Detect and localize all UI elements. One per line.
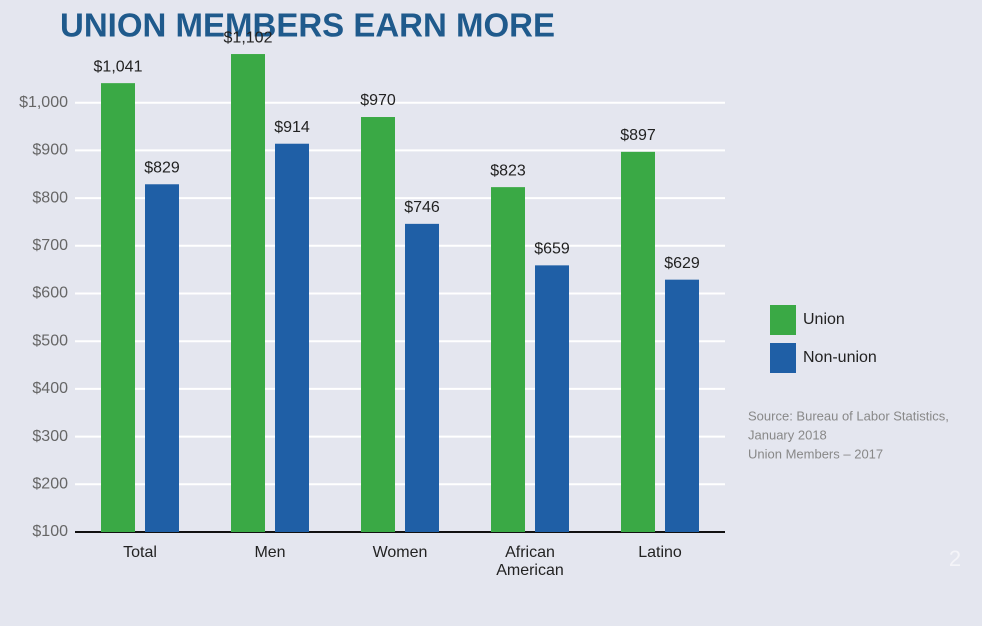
y-tick-label: $400 [32,380,68,397]
legend-label: Union [803,311,845,328]
y-tick-label: $700 [32,237,68,254]
value-label: $1,102 [224,29,273,46]
value-label: $970 [360,92,396,109]
bar [145,184,179,532]
y-tick-label: $500 [32,332,68,349]
x-tick-label: Total [123,544,157,561]
bar [405,223,439,532]
value-label: $897 [620,127,656,144]
value-label: $629 [664,255,700,272]
source-note: Source: Bureau of Labor Statistics, [748,408,949,423]
value-label: $829 [144,159,180,176]
bar [535,265,569,532]
page-number: 2 [949,546,961,571]
bar [491,187,525,532]
y-tick-label: $600 [32,285,68,302]
bar [275,143,309,533]
chart-title: UNION MEMBERS EARN MORE [60,7,555,44]
x-tick-label: Latino [638,544,682,561]
bar [101,83,135,532]
value-label: $914 [274,119,310,136]
bar [665,279,699,532]
y-tick-label: $300 [32,428,68,445]
y-tick-label: $100 [32,523,68,540]
y-tick-label: $900 [32,142,68,159]
value-label: $659 [534,241,570,258]
y-tick-label: $200 [32,476,68,493]
x-tick-label: Women [372,544,428,561]
x-tick-label: African American [496,544,564,579]
bar [361,117,395,532]
bar [231,54,265,533]
source-note: Union Members – 2017 [748,446,883,461]
source-note: January 2018 [748,427,827,442]
bar [621,151,655,532]
x-tick-label: Men [254,544,286,561]
y-tick-label: $1,000 [19,94,68,111]
y-tick-label: $800 [32,189,68,206]
legend-swatch [770,343,796,373]
value-label: $1,041 [94,58,143,75]
legend-swatch [770,305,796,335]
legend-label: Non-union [803,349,877,366]
value-label: $746 [404,199,440,216]
value-label: $823 [490,162,526,179]
